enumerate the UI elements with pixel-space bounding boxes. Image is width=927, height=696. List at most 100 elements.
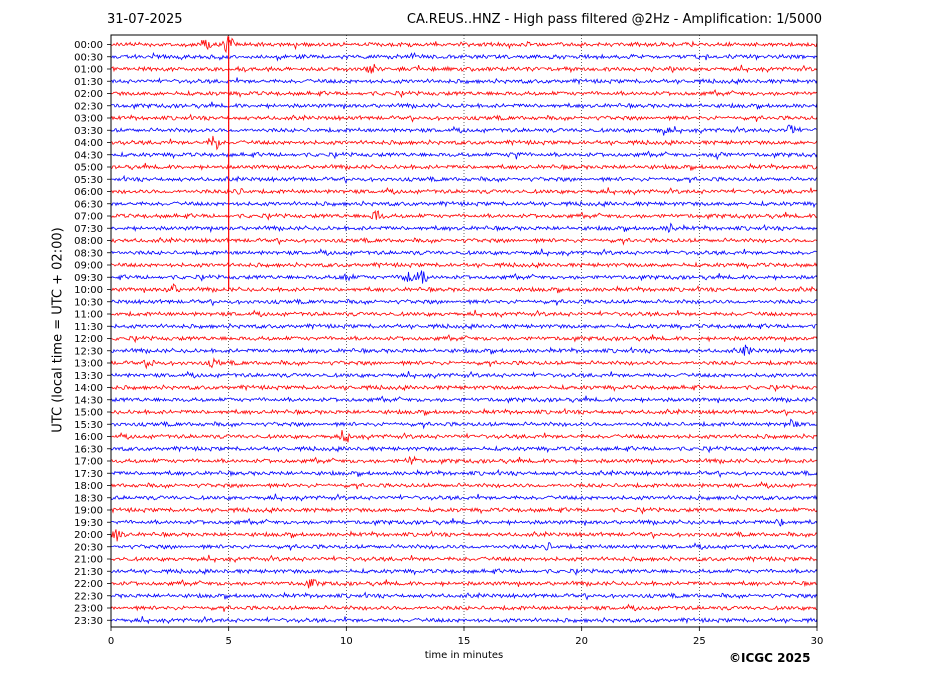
trace-1030 [110, 298, 818, 307]
trace-1700 [110, 455, 818, 466]
plot-frame [110, 34, 818, 628]
y-tick-label: 17:00 [74, 457, 103, 468]
y-tick-label: 21:00 [74, 555, 103, 566]
y-tick-label: 03:30 [74, 126, 103, 137]
trace-1100 [110, 309, 818, 319]
y-tick-label: 00:00 [74, 40, 103, 51]
trace-0300 [110, 113, 818, 123]
y-tick-label: 13:00 [74, 359, 103, 370]
x-tick-label: 15 [458, 636, 471, 647]
x-tick-label: 25 [693, 636, 706, 647]
y-tick-label: 07:30 [74, 224, 103, 235]
y-tick-label: 19:30 [74, 518, 103, 529]
y-tick-label: 00:30 [74, 52, 103, 63]
y-tick-label: 18:00 [74, 481, 103, 492]
trace-1000 [111, 283, 818, 294]
trace-0330 [110, 124, 818, 136]
y-tick-label: 05:30 [74, 175, 103, 186]
x-tick-label: 0 [108, 636, 114, 647]
y-tick-label: 01:00 [74, 65, 103, 76]
trace-0900 [110, 261, 818, 270]
y-tick-label: 16:30 [74, 444, 103, 455]
trace-1430 [110, 395, 818, 404]
chart-title: CA.REUS..HNZ - High pass filtered @2Hz -… [406, 12, 822, 27]
trace-1830 [110, 493, 818, 502]
x-tick-label: 20 [575, 636, 588, 647]
y-tick-label: 23:30 [74, 616, 103, 627]
trace-1500 [110, 407, 818, 417]
y-tick-label: 09:30 [74, 273, 103, 284]
y-tick-label: 10:30 [74, 297, 103, 308]
trace-1730 [110, 468, 818, 478]
y-tick-label: 12:30 [74, 346, 103, 357]
y-tick-label: 09:00 [74, 261, 103, 272]
trace-2030 [110, 542, 818, 551]
y-tick-label: 11:00 [74, 310, 103, 321]
y-tick-label: 20:30 [74, 542, 103, 553]
y-tick-label: 10:00 [74, 285, 103, 296]
x-axis-label: time in minutes [424, 650, 504, 661]
y-tick-label: 14:30 [74, 395, 103, 406]
trace-1300 [110, 357, 818, 370]
grid-lines [228, 35, 700, 627]
trace-2330 [110, 615, 818, 625]
y-tick-label: 08:30 [74, 248, 103, 259]
trace-1200 [110, 334, 818, 344]
trace-2230 [110, 591, 818, 601]
y-tick-label: 07:00 [74, 212, 103, 223]
y-tick-label: 02:00 [74, 89, 103, 100]
trace-1930 [110, 518, 818, 527]
trace-1600 [110, 430, 818, 443]
trace-2130 [110, 567, 818, 576]
trace-2000 [110, 529, 818, 542]
trace-0230 [110, 101, 818, 110]
x-axis-ticks: 0 5 10 15 20 25 30 [108, 627, 824, 647]
trace-0800 [110, 236, 818, 246]
trace-1800 [110, 480, 818, 490]
y-tick-label: 20:00 [74, 530, 103, 541]
y-tick-label: 14:00 [74, 383, 103, 394]
trace-1400 [110, 383, 818, 393]
y-tick-label: 06:00 [74, 187, 103, 198]
y-tick-label: 16:00 [74, 432, 103, 443]
y-tick-label: 22:30 [74, 591, 103, 602]
trace-1330 [110, 370, 818, 380]
y-tick-label: 22:00 [74, 579, 103, 590]
y-tick-label: 17:30 [74, 469, 103, 480]
date-label: 31-07-2025 [107, 12, 183, 27]
y-tick-label: 11:30 [74, 322, 103, 333]
y-tick-label: 04:00 [74, 138, 103, 149]
x-tick-label: 30 [811, 636, 824, 647]
y-tick-label: 15:00 [74, 408, 103, 419]
y-tick-label: 01:30 [74, 77, 103, 88]
trace-0630 [110, 200, 817, 209]
trace-1630 [110, 445, 818, 454]
y-tick-label: 04:30 [74, 150, 103, 161]
x-tick-label: 10 [340, 636, 353, 647]
y-tick-label: 18:30 [74, 493, 103, 504]
y-tick-label: 13:30 [74, 371, 103, 382]
y-tick-label: 06:30 [74, 199, 103, 210]
trace-2300 [110, 603, 818, 612]
y-tick-label: 03:00 [74, 114, 103, 125]
y-tick-label: 21:30 [74, 567, 103, 578]
trace-2100 [110, 554, 818, 564]
trace-1130 [110, 322, 818, 331]
copyright-label: ©ICGC 2025 [729, 651, 811, 665]
seismic-traces [110, 35, 818, 625]
y-tick-label: 02:30 [74, 101, 103, 112]
trace-0530 [110, 174, 818, 184]
trace-2200 [110, 578, 818, 589]
y-tick-label: 23:00 [74, 604, 103, 615]
trace-1900 [111, 506, 818, 515]
x-tick-label: 5 [225, 636, 231, 647]
y-axis-label: UTC (local time = UTC + 02:00) [50, 227, 66, 433]
y-tick-label: 15:30 [74, 420, 103, 431]
trace-1230 [110, 344, 817, 356]
y-tick-label: 05:00 [74, 163, 103, 174]
trace-1530 [110, 418, 818, 430]
y-tick-label: 08:00 [74, 236, 103, 247]
y-tick-label: 12:00 [74, 334, 103, 345]
